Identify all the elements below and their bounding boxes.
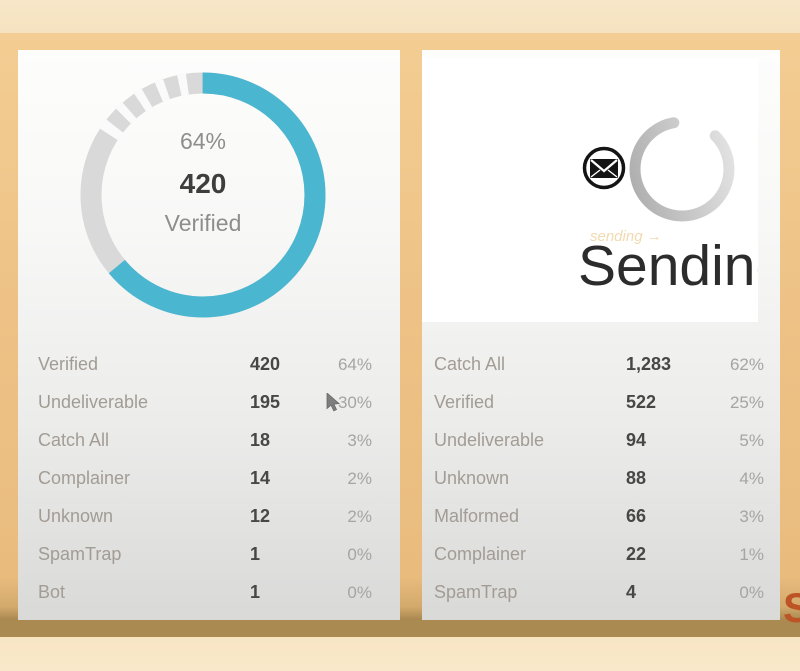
table-row: SpamTrap 4 0% <box>422 573 780 611</box>
table-row: Verified 522 25% <box>422 383 780 421</box>
row-label: Verified <box>38 354 99 374</box>
row-label: Catch All <box>38 430 110 450</box>
row-percent: 0% <box>347 545 372 564</box>
row-percent: 2% <box>347 507 372 526</box>
row-label: Unknown <box>38 506 114 526</box>
sending-ghost-watermark: sending → <box>590 228 662 245</box>
loading-spinner <box>629 116 735 222</box>
table-row: Bot 1 0% <box>18 573 400 611</box>
mouse-cursor-icon <box>326 393 340 412</box>
row-percent: 0% <box>347 583 372 602</box>
row-value: 1 <box>250 582 261 602</box>
row-label: Verified <box>434 392 495 412</box>
row-value: 1 <box>250 544 261 564</box>
row-percent: 5% <box>739 431 764 450</box>
row-percent: 30% <box>337 393 372 412</box>
row-value: 94 <box>626 430 647 450</box>
row-percent: 3% <box>347 431 372 450</box>
row-percent: 62% <box>729 355 764 374</box>
row-value: 195 <box>250 392 281 412</box>
table-row: Unknown 88 4% <box>422 459 780 497</box>
table-row: SpamTrap 1 0% <box>18 535 400 573</box>
table-row: Complainer 14 2% <box>18 459 400 497</box>
row-value: 14 <box>250 468 271 488</box>
right-stats-table: Catch All 1,283 62% Verified 522 25% Und… <box>422 345 780 611</box>
table-row: Catch All 1,283 62% <box>422 345 780 383</box>
row-value: 522 <box>626 392 657 412</box>
table-row: Malformed 66 3% <box>422 497 780 535</box>
row-label: Complainer <box>434 544 527 564</box>
donut-label: Verified <box>164 210 242 236</box>
table-row: Undeliverable 195 30% <box>18 383 400 421</box>
row-percent: 0% <box>739 583 764 602</box>
row-percent: 64% <box>337 355 372 374</box>
donut-chart: 64% 420 Verified <box>66 58 340 332</box>
row-value: 12 <box>250 506 271 526</box>
row-label: Undeliverable <box>434 430 545 450</box>
table-row: Catch All 18 3% <box>18 421 400 459</box>
row-percent: 4% <box>739 469 764 488</box>
donut-percent: 64% <box>179 128 227 154</box>
table-row: Complainer 22 1% <box>422 535 780 573</box>
row-label: SpamTrap <box>38 544 122 564</box>
row-percent: 2% <box>347 469 372 488</box>
left-stats-table: Verified 420 64% Undeliverable 195 30% C… <box>18 345 400 611</box>
row-value: 22 <box>626 544 647 564</box>
row-label: Malformed <box>434 506 520 526</box>
sending-status-text: Sending <box>578 234 758 298</box>
row-label: Undeliverable <box>38 392 149 412</box>
row-value: 4 <box>626 582 637 602</box>
row-value: 88 <box>626 468 647 488</box>
donut-chart-svg <box>78 70 327 319</box>
table-row: Verified 420 64% <box>18 345 400 383</box>
donut-progress-arc <box>80 72 326 318</box>
donut-count: 420 <box>179 168 227 199</box>
row-value: 1,283 <box>626 354 672 374</box>
row-value: 420 <box>250 354 281 374</box>
row-percent: 3% <box>739 507 764 526</box>
row-label: SpamTrap <box>434 582 518 602</box>
sending-overlay: sending → Sending <box>422 58 758 322</box>
top-peach-band <box>0 0 800 33</box>
row-label: Bot <box>38 582 66 602</box>
row-percent: 25% <box>729 393 764 412</box>
verification-results-card: 64% 420 Verified Verified 420 64% Undeli… <box>18 50 400 620</box>
table-row: Unknown 12 2% <box>18 497 400 535</box>
sending-results-card: sending → Sending Catch All 1,283 62% Ve… <box>422 50 780 620</box>
brand-s-watermark: S <box>783 584 800 631</box>
row-value: 66 <box>626 506 647 526</box>
row-label: Catch All <box>434 354 506 374</box>
bottom-peach-band <box>0 637 800 671</box>
envelope-icon <box>582 146 626 190</box>
row-value: 18 <box>250 430 271 450</box>
donut-dash-gaps <box>78 70 327 319</box>
table-row: Undeliverable 94 5% <box>422 421 780 459</box>
row-percent: 1% <box>739 545 764 564</box>
row-label: Complainer <box>38 468 131 488</box>
row-label: Unknown <box>434 468 510 488</box>
